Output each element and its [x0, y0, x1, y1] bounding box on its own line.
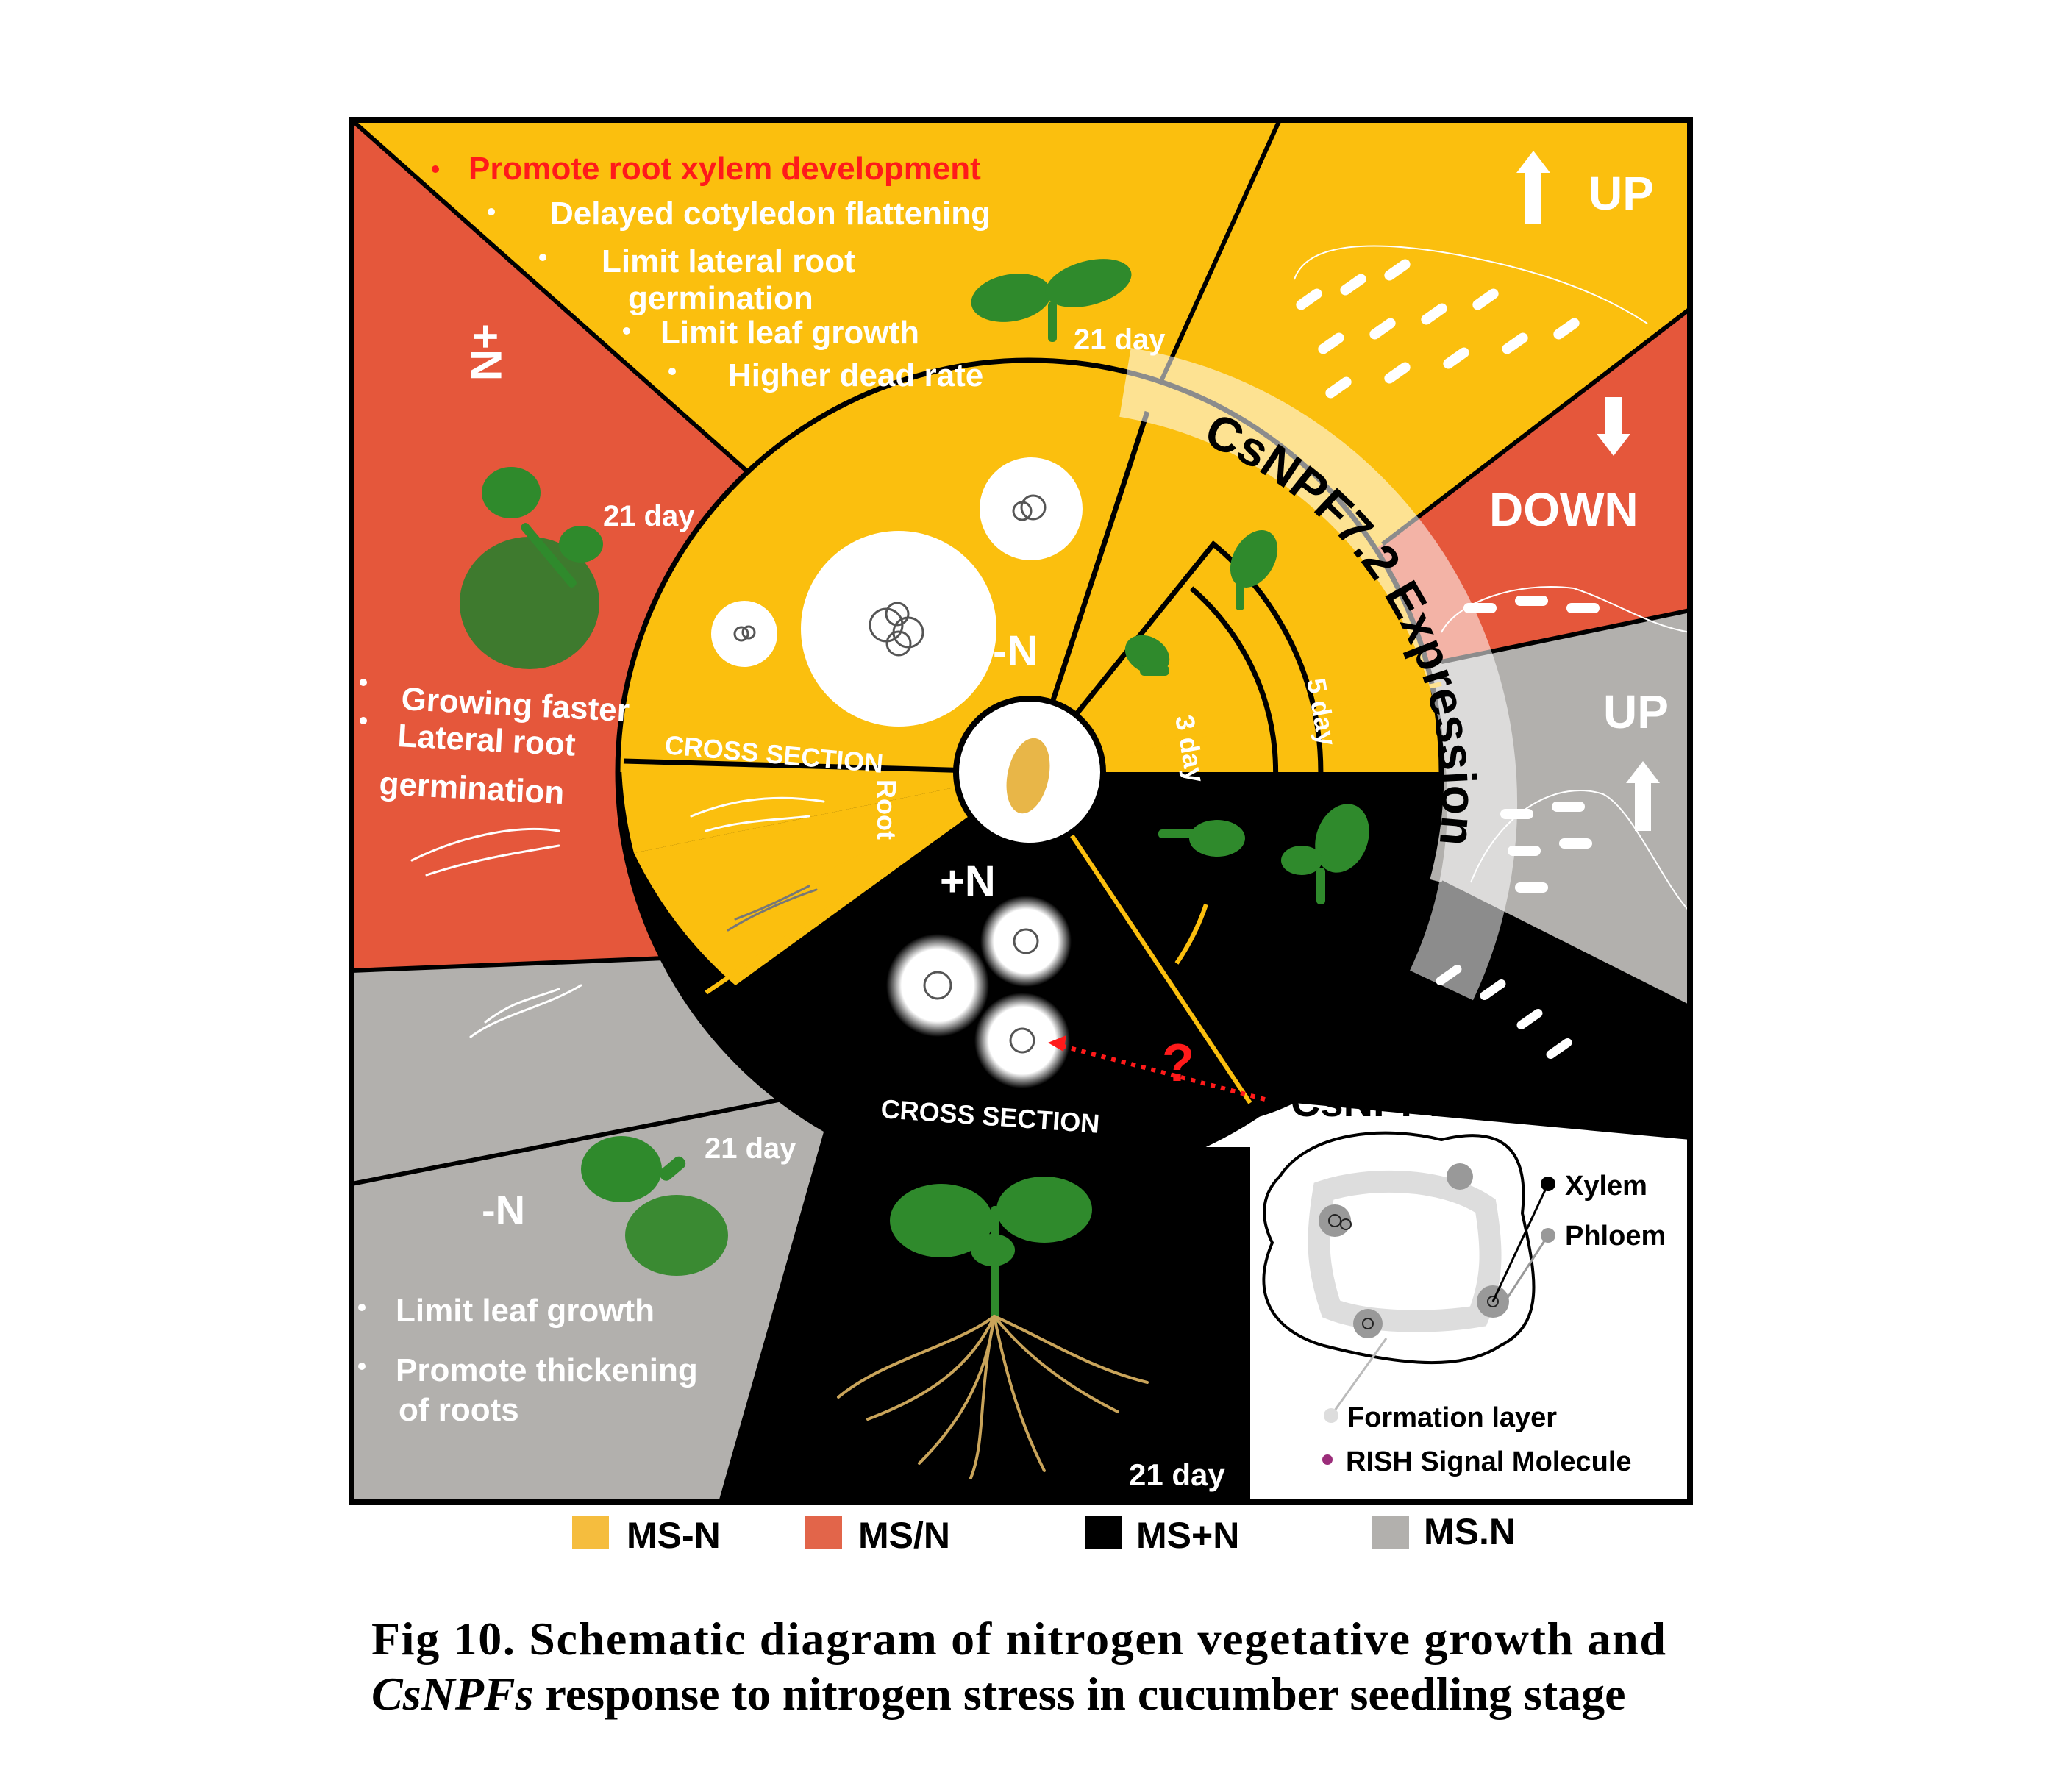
- unknown-question-mark: ?: [1162, 1034, 1194, 1093]
- legend-label-ms-dot-n: MS.N: [1424, 1511, 1516, 1552]
- xylem-label: Xylem: [1565, 1171, 1647, 1202]
- cross-sections-plus-n: [886, 896, 1072, 1088]
- legend-swatch-ms-plus-n: [1085, 1516, 1122, 1549]
- top-item-2: Delayed cotyledon flattening: [550, 196, 991, 232]
- down-arrow-icon: [1597, 397, 1630, 456]
- bottom-left-panel-text: -N 21 day Limit leaf growth Promote thic…: [358, 1132, 796, 1428]
- caption-line2-rest: response to nitrogen stress in cucumber …: [534, 1668, 1626, 1720]
- caption-line2: CsNPFs response to nitrogen stress in cu…: [371, 1668, 1626, 1720]
- left-panel-label: +N: [461, 324, 510, 381]
- trend-arrows: [1516, 151, 1660, 831]
- top-panel-text: Promote root xylem development Delayed c…: [432, 151, 1166, 393]
- minus-n-label: -N: [993, 627, 1038, 675]
- legend-swatch-ms-minus-n: [572, 1516, 609, 1549]
- top-item-3: Limit lateral root: [602, 243, 855, 279]
- seedling-icons: [460, 259, 1369, 1324]
- legend: MS-N MS/N MS+N MS.N: [572, 1511, 1516, 1556]
- bottom-left-item-3: of roots: [399, 1392, 519, 1428]
- phloem-label: Phloem: [1565, 1221, 1666, 1252]
- bottom-left-item-2: Promote thickening: [396, 1352, 698, 1388]
- top-item-5: Higher dead rate: [728, 357, 983, 393]
- up-label-top: UP: [1589, 167, 1654, 220]
- cell-outlines: [1294, 245, 1691, 913]
- seed-icon: [1006, 738, 1050, 814]
- root-label: Root: [871, 779, 902, 840]
- plus-n-label: +N: [940, 857, 996, 905]
- legend-label-ms-slash-n: MS/N: [858, 1515, 950, 1556]
- down-label: DOWN: [1489, 483, 1639, 536]
- root-drawings: [410, 796, 1149, 1479]
- diagram-frame: [349, 117, 1693, 1505]
- legend-swatch-ms-dot-n: [1372, 1516, 1409, 1549]
- rish-label: RISH Signal Molecule: [1346, 1446, 1632, 1477]
- top-day: 21 day: [1074, 324, 1166, 356]
- legend-label-ms-minus-n: MS-N: [627, 1515, 721, 1556]
- cross-sections-minus-n: [711, 457, 1083, 727]
- legend-label-ms-plus-n: MS+N: [1136, 1515, 1239, 1556]
- up-arrow-icon: [1516, 151, 1550, 224]
- location-line1: Location of: [1300, 1049, 1467, 1084]
- bottom-left-item-1: Limit leaf growth: [396, 1293, 655, 1329]
- bottom-left-label: -N: [482, 1187, 525, 1233]
- caption-line1: Fig 10. Schematic diagram of nitrogen ve…: [371, 1613, 1666, 1665]
- legend-swatch-ms-slash-n: [805, 1516, 842, 1549]
- caption-italic-term: CsNPFs: [371, 1668, 534, 1720]
- top-item-1: Promote root xylem development: [468, 151, 981, 187]
- top-item-4: Limit leaf growth: [660, 315, 919, 351]
- expression-cells: [1296, 259, 1600, 1060]
- location-diagram: [1262, 1131, 1555, 1465]
- up-label-bottom: UP: [1603, 685, 1669, 738]
- top-item-3b: germination: [628, 280, 813, 316]
- bottom-left-day: 21 day: [705, 1132, 796, 1165]
- left-day: 21 day: [603, 500, 695, 532]
- bottom-day: 21 day: [1129, 1457, 1225, 1492]
- location-line2: CsNPF7.2: [1291, 1079, 1483, 1125]
- up-arrow-bottom-icon: [1626, 761, 1660, 831]
- formation-layer-label: Formation layer: [1347, 1402, 1557, 1433]
